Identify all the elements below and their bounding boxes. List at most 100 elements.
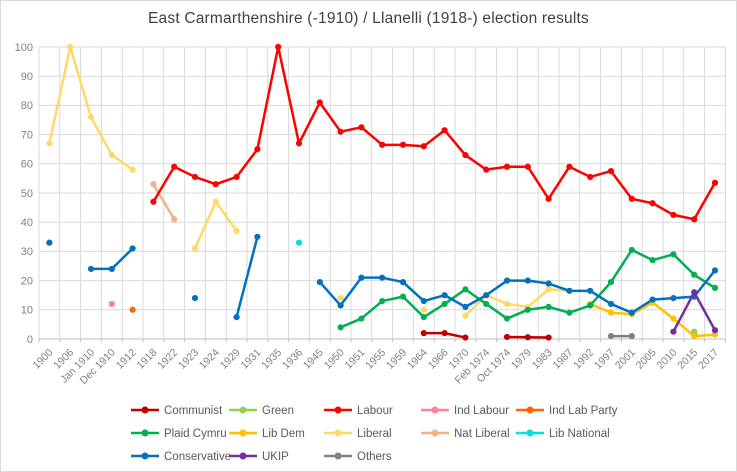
data-point bbox=[462, 334, 469, 341]
x-axis-tick-label: 1931 bbox=[239, 347, 264, 372]
data-point bbox=[483, 292, 490, 299]
data-point bbox=[607, 309, 615, 316]
data-point bbox=[87, 265, 95, 273]
x-axis-tick-label: 1936 bbox=[280, 347, 305, 372]
data-point bbox=[462, 286, 469, 293]
data-point bbox=[566, 163, 573, 170]
data-point bbox=[628, 195, 635, 202]
data-point bbox=[316, 99, 323, 106]
data-point bbox=[337, 128, 344, 135]
data-point bbox=[316, 278, 323, 286]
series-others bbox=[607, 331, 698, 340]
legend-item-ind-lab-party[interactable]: Ind Lab Party bbox=[516, 405, 618, 417]
legend-label: UKIP bbox=[262, 451, 289, 463]
data-point bbox=[607, 332, 615, 340]
legend-item-ukip[interactable]: UKIP bbox=[229, 451, 289, 463]
legend-item-lib-national[interactable]: Lib National bbox=[516, 428, 610, 440]
legend-label: Green bbox=[262, 405, 294, 417]
legend-label: Communist bbox=[164, 405, 223, 417]
data-point bbox=[295, 140, 303, 147]
x-axis-tick-label: 2015 bbox=[675, 347, 700, 372]
y-axis-tick-label: 20 bbox=[21, 275, 33, 287]
data-point bbox=[587, 302, 594, 309]
data-point bbox=[503, 315, 511, 322]
series-line bbox=[193, 200, 238, 250]
series-line bbox=[464, 288, 571, 317]
legend-item-lib-dem[interactable]: Lib Dem bbox=[229, 428, 305, 440]
legend-item-conservative[interactable]: Conservative bbox=[131, 451, 231, 463]
legend-swatch-marker bbox=[526, 406, 534, 414]
data-point bbox=[607, 168, 615, 175]
y-axis-tick-label: 70 bbox=[21, 129, 33, 141]
legend-item-ind-labour[interactable]: Ind Labour bbox=[421, 405, 509, 417]
data-point bbox=[545, 334, 552, 341]
legend-label: Lib Dem bbox=[262, 428, 305, 440]
legend-swatch-marker bbox=[431, 429, 439, 437]
legend-label: Nat Liberal bbox=[454, 428, 510, 440]
data-point bbox=[545, 195, 552, 202]
data-point bbox=[483, 300, 490, 308]
legend-swatch-marker bbox=[239, 429, 247, 437]
x-axis-tick-label: 2017 bbox=[696, 347, 721, 372]
data-point bbox=[254, 233, 261, 240]
legend-item-plaid-cymru[interactable]: Plaid Cymru bbox=[131, 428, 227, 440]
series-ind-labour bbox=[108, 300, 115, 308]
data-point bbox=[503, 300, 511, 308]
x-axis-tick-label: 1987 bbox=[551, 347, 576, 372]
legend-item-others[interactable]: Others bbox=[324, 451, 392, 463]
legend-item-communist[interactable]: Communist bbox=[131, 405, 223, 417]
x-axis-tick-label: 1918 bbox=[135, 347, 160, 372]
data-point bbox=[524, 277, 531, 284]
data-point bbox=[628, 309, 635, 316]
data-point bbox=[337, 324, 344, 331]
x-axis-tick-label: 1950 bbox=[322, 347, 347, 372]
series-line bbox=[152, 45, 717, 221]
series-nat-liberal bbox=[150, 181, 178, 223]
legend-swatch-marker bbox=[141, 452, 149, 460]
y-axis-tick-label: 60 bbox=[21, 159, 33, 171]
legend-label: Others bbox=[357, 451, 392, 463]
data-point bbox=[711, 327, 719, 334]
data-point bbox=[67, 43, 74, 51]
data-point bbox=[462, 303, 469, 310]
data-point bbox=[545, 303, 552, 310]
data-point bbox=[420, 143, 427, 150]
data-point bbox=[108, 151, 115, 159]
data-point bbox=[670, 315, 677, 322]
data-point bbox=[524, 306, 531, 313]
y-axis-tick-label: 30 bbox=[21, 246, 33, 258]
data-point bbox=[649, 200, 656, 207]
legend-item-green[interactable]: Green bbox=[229, 405, 294, 417]
data-point bbox=[212, 181, 219, 188]
data-point bbox=[691, 271, 698, 278]
data-point bbox=[566, 287, 573, 294]
data-point bbox=[212, 198, 219, 205]
x-axis-tick-label: 1955 bbox=[363, 347, 388, 372]
legend-item-nat-liberal[interactable]: Nat Liberal bbox=[421, 428, 510, 440]
series-lib-national bbox=[295, 239, 303, 246]
data-point bbox=[358, 124, 365, 131]
data-point bbox=[108, 265, 115, 273]
data-point bbox=[670, 211, 677, 218]
x-axis-tick-label: 1912 bbox=[114, 347, 139, 372]
data-point bbox=[379, 141, 386, 148]
legend-item-liberal[interactable]: Liberal bbox=[324, 428, 392, 440]
legend-swatch-marker bbox=[334, 406, 342, 414]
data-point bbox=[87, 113, 95, 121]
data-point bbox=[191, 295, 199, 302]
series-ukip bbox=[670, 289, 719, 335]
x-axis-tick-label: 1959 bbox=[384, 347, 409, 372]
data-point bbox=[337, 302, 344, 309]
legend-swatch-marker bbox=[334, 452, 342, 460]
y-axis-tick-label: 40 bbox=[21, 217, 33, 229]
data-point bbox=[295, 239, 303, 246]
data-point bbox=[711, 331, 719, 338]
x-axis-tick-label: 1935 bbox=[259, 347, 284, 372]
x-axis-tick-label: 1992 bbox=[571, 347, 596, 372]
legend-item-labour[interactable]: Labour bbox=[324, 405, 393, 417]
data-point bbox=[670, 328, 677, 335]
data-point bbox=[171, 216, 178, 223]
data-point bbox=[399, 141, 407, 148]
legend-label: Liberal bbox=[357, 428, 392, 440]
x-axis-tick-label: 1951 bbox=[343, 347, 368, 372]
